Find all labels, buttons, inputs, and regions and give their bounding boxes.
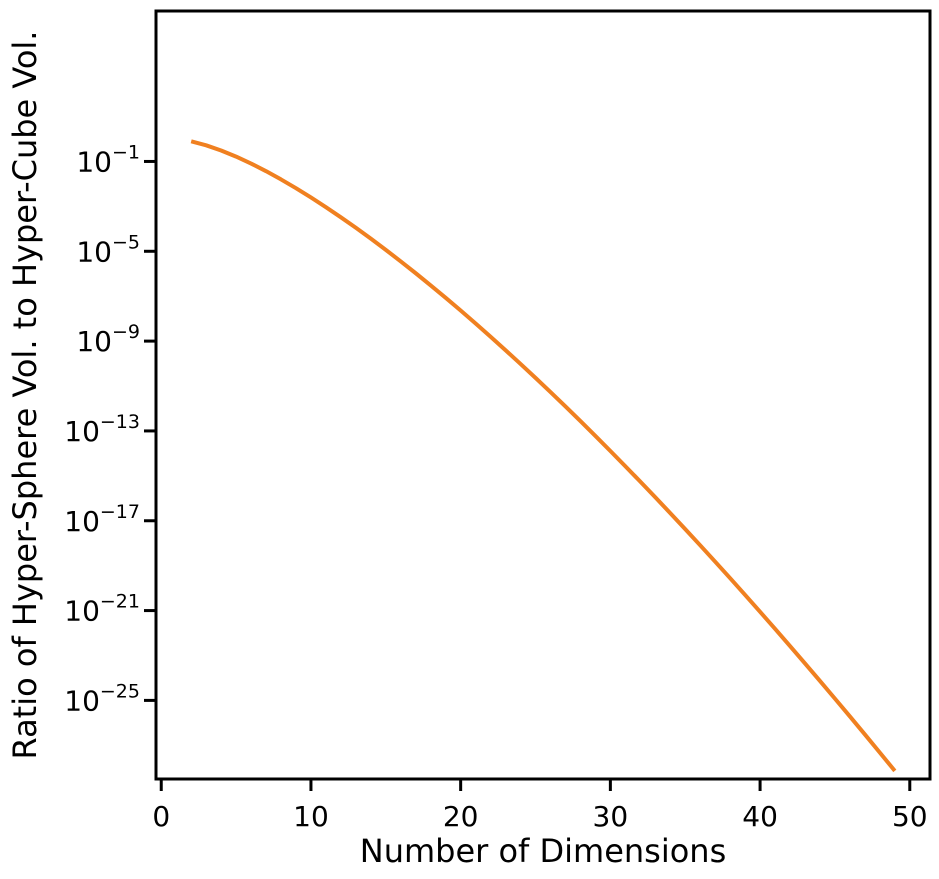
plot-frame xyxy=(154,9,932,781)
series-line-0 xyxy=(190,139,897,773)
y-tick-label: 10−13 xyxy=(64,411,140,448)
x-tick-label: 0 xyxy=(152,800,170,833)
x-axis-label: Number of Dimensions xyxy=(360,832,727,870)
chart-marks xyxy=(190,139,897,773)
y-tick-label: 10−5 xyxy=(76,231,140,268)
y-tick-label: 10−25 xyxy=(64,680,140,717)
x-tick-label: 20 xyxy=(443,800,479,833)
x-axis-ticks: 0 10 20 30 40 50 xyxy=(152,779,928,833)
x-tick-label: 50 xyxy=(892,800,928,833)
y-axis-label: Ratio of Hyper-Sphere Vol. to Hyper-Cube… xyxy=(6,31,44,760)
x-tick-label: 10 xyxy=(293,800,329,833)
y-tick-label: 10−21 xyxy=(64,591,140,628)
y-tick-label: 10−17 xyxy=(64,501,140,538)
x-tick-label: 40 xyxy=(742,800,778,833)
y-tick-label: 10−1 xyxy=(76,141,140,178)
x-tick-label: 30 xyxy=(593,800,629,833)
y-tick-label: 10−9 xyxy=(76,321,140,358)
y-axis-ticks: 10−1 10−5 10−9 10−13 10−17 10−21 10−25 xyxy=(64,141,156,717)
